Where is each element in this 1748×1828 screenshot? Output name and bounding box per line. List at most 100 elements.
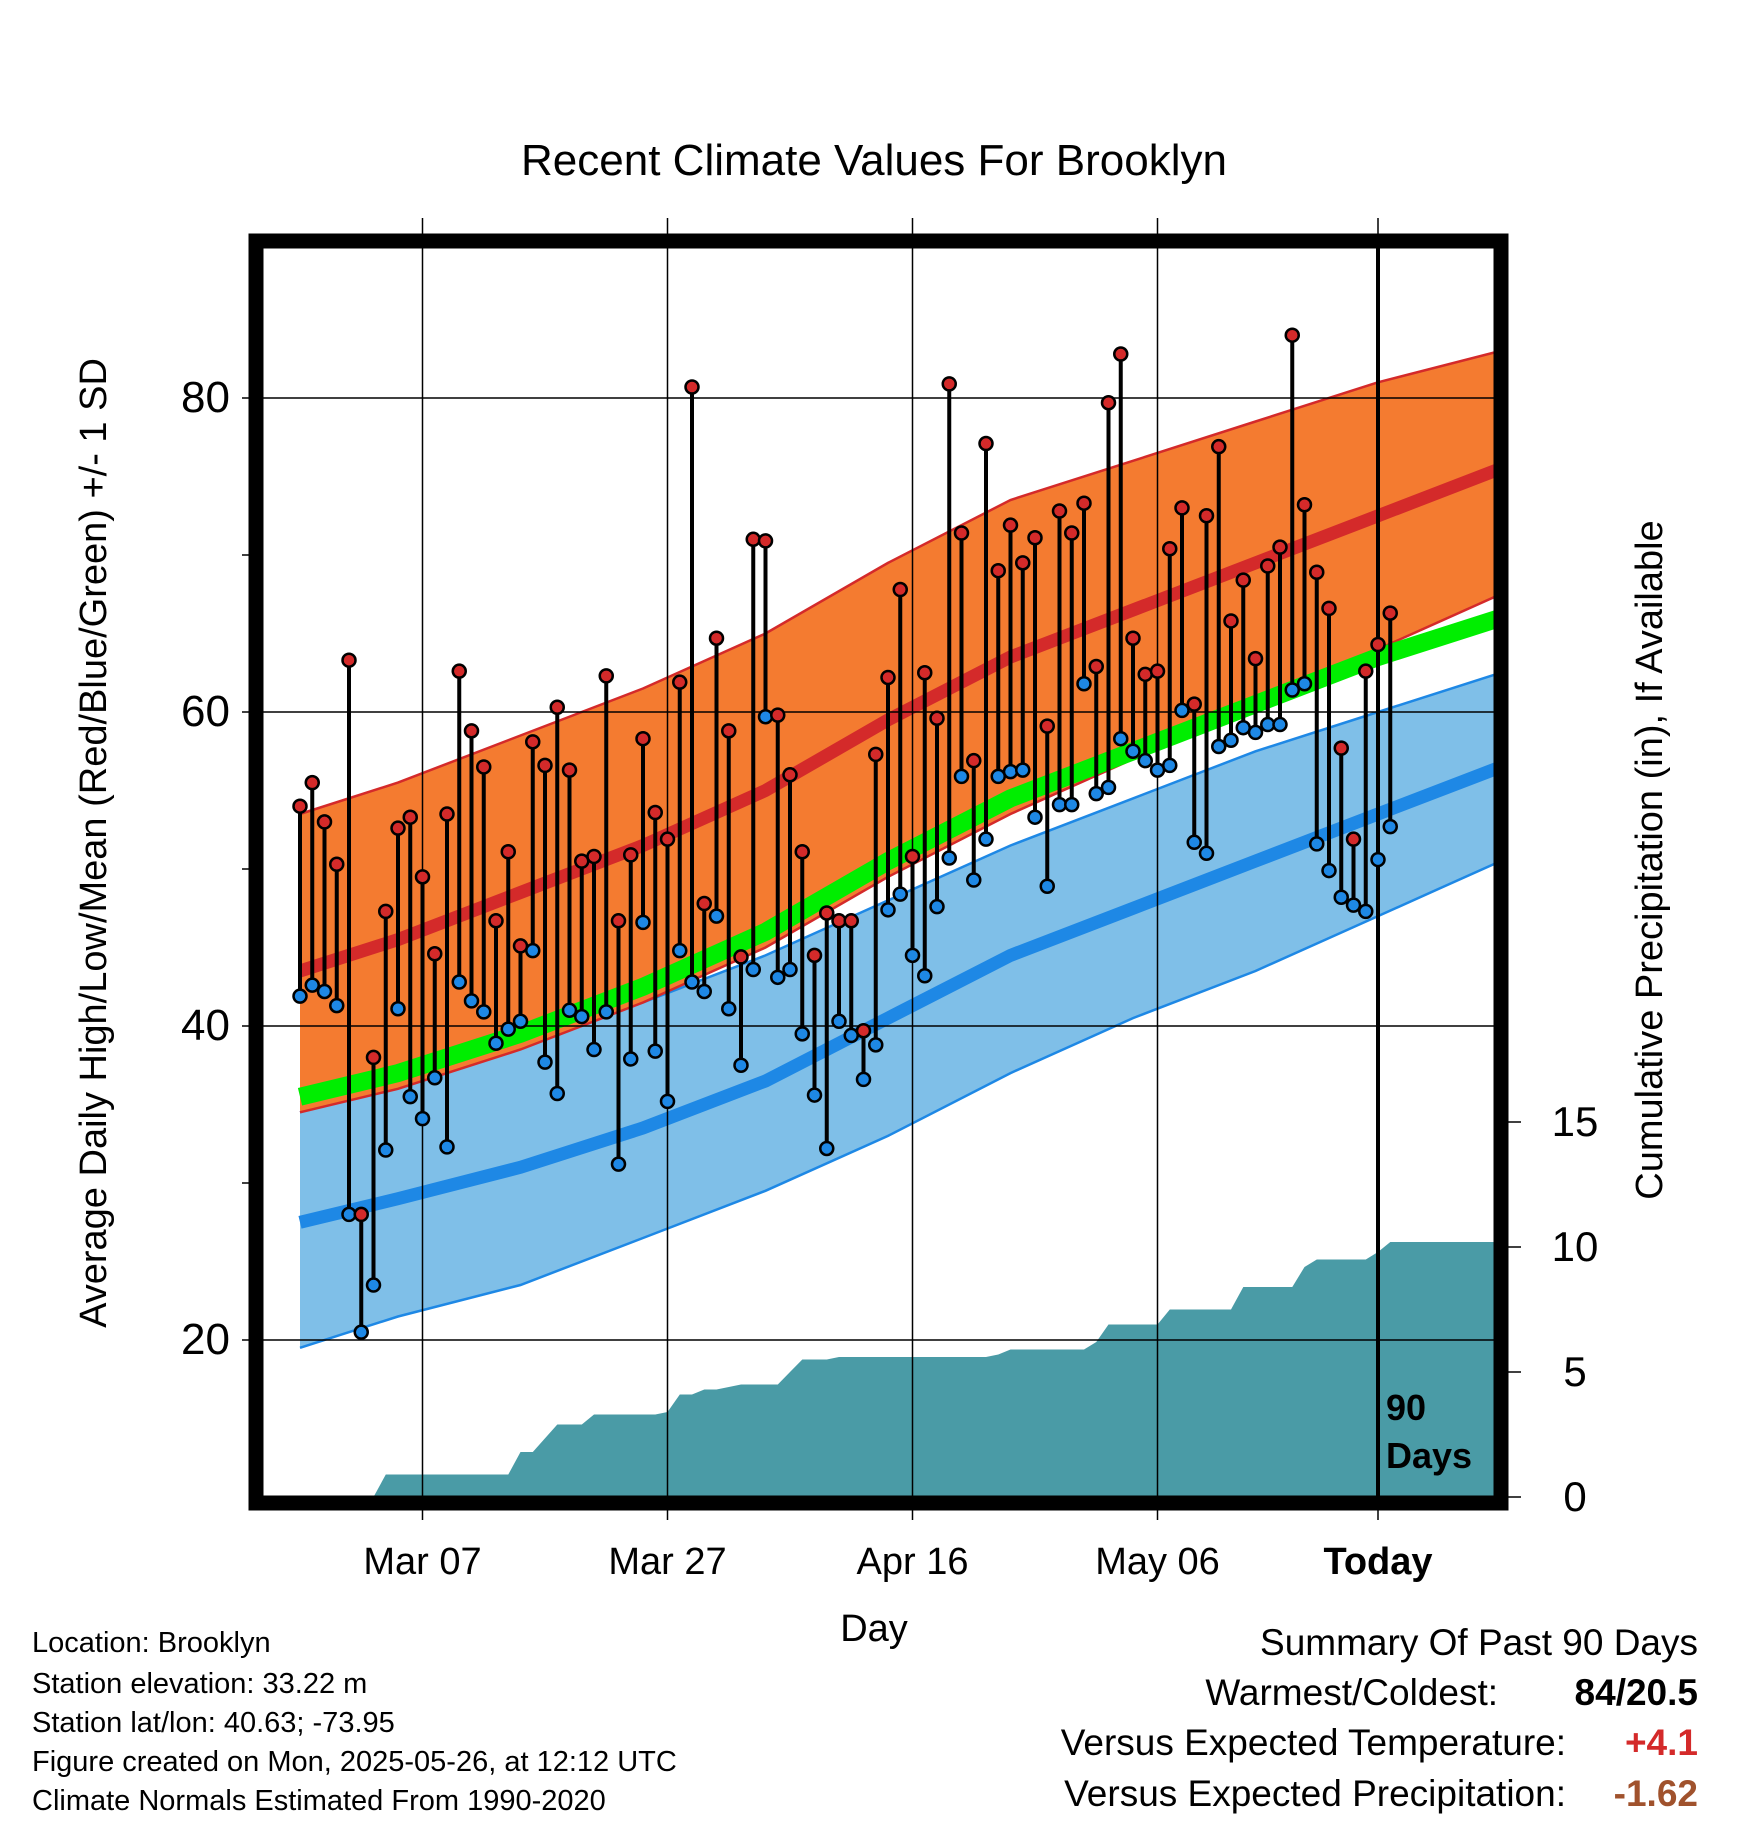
low-point (561, 1002, 578, 1019)
low-point (1100, 779, 1117, 796)
low-point (1174, 702, 1190, 719)
low-point (647, 1043, 663, 1059)
high-point (782, 767, 798, 783)
high-point (610, 913, 627, 929)
high-point (1076, 495, 1092, 511)
high-point (1345, 831, 1362, 847)
high-point (353, 1206, 369, 1223)
high-point (904, 848, 921, 865)
plot-frame (248, 233, 1509, 1511)
low-point (659, 1093, 676, 1110)
high-point (304, 774, 320, 791)
high-point (1174, 500, 1190, 516)
low-point (1345, 897, 1362, 913)
low-point (1211, 738, 1227, 755)
high-point (1235, 572, 1251, 588)
high-point (794, 843, 810, 860)
low-point (635, 914, 651, 931)
high-point (966, 752, 982, 769)
y2-tick-label: 5 (1563, 1348, 1586, 1395)
low-lower-line (299, 862, 1495, 1349)
summary-precip-value: -1.62 (1613, 1773, 1698, 1814)
low-point (855, 1071, 872, 1088)
y2-tick-label: 15 (1552, 1098, 1599, 1145)
precipitation-area (300, 1242, 1495, 1497)
y-axis-label: Average Daily High/Low/Mean (Red/Blue/Gr… (73, 358, 115, 1328)
high-point (329, 856, 345, 873)
low-point (427, 1070, 443, 1086)
summary-temp-label: Versus Expected Temperature: (1060, 1722, 1566, 1763)
low-point (500, 1021, 516, 1037)
high-point (549, 699, 565, 716)
low-point (1088, 785, 1104, 802)
high-point (978, 435, 994, 452)
summary-temp-value: +4.1 (1624, 1722, 1698, 1763)
high-point (635, 730, 651, 747)
high-point (941, 376, 957, 392)
low-point (549, 1085, 565, 1102)
high-point (843, 913, 859, 929)
low-point (794, 1026, 810, 1042)
high-point (390, 820, 406, 836)
high-point (1015, 555, 1031, 571)
low-point (1370, 851, 1386, 868)
high-point (1149, 663, 1166, 679)
x-tick-label: Today (1323, 1541, 1432, 1583)
high-point (880, 669, 896, 686)
info-elevation: Station elevation: 33.22 m (32, 1668, 368, 1700)
low-point (488, 1035, 504, 1052)
high-point (476, 759, 492, 775)
x-axis-label: Day (840, 1608, 908, 1650)
x-tick-label: May 06 (1095, 1541, 1220, 1583)
high-point (402, 809, 418, 825)
low-point (696, 983, 712, 1000)
low-point (868, 1037, 884, 1053)
low-point (451, 974, 467, 990)
high-point (525, 734, 541, 750)
low-point (1137, 752, 1153, 769)
low-point (1113, 730, 1129, 747)
low-point (439, 1139, 455, 1155)
high-point (1272, 539, 1288, 555)
high-point (1247, 650, 1264, 667)
low-point (733, 1057, 749, 1073)
chart-title: Recent Climate Values For Brooklyn (521, 136, 1227, 185)
low-point (1333, 889, 1349, 906)
low-point (1198, 845, 1215, 862)
low-point (904, 947, 921, 964)
low-point (353, 1324, 369, 1340)
low-point (757, 708, 774, 725)
high-point (990, 562, 1006, 579)
plot-border (248, 233, 1509, 1511)
high-point (721, 723, 737, 739)
low-point (1358, 903, 1374, 920)
low-point (329, 997, 345, 1014)
low-point (1002, 763, 1019, 780)
low-point (708, 908, 725, 924)
low-point (1272, 716, 1288, 733)
axes: Mar 07 Mar 27 Apr 16 May 06 Today 20 40 60 80 0 5 1… (181, 218, 1598, 1583)
summary-warmest-coldest-label: Warmest/Coldest: (1205, 1672, 1498, 1713)
low-point (610, 1156, 627, 1172)
high-point (1162, 540, 1178, 557)
low-point (292, 988, 308, 1004)
high-point (1321, 600, 1337, 617)
high-point (341, 652, 357, 668)
low-point (1064, 796, 1080, 813)
high-point (819, 905, 835, 921)
low-point (966, 872, 982, 888)
high-point (1309, 564, 1325, 581)
high-point (292, 798, 308, 814)
low-point (537, 1054, 553, 1070)
low-point (917, 968, 933, 984)
info-normals: Climate Normals Estimated From 1990-2020 (32, 1785, 606, 1817)
low-point (1076, 675, 1092, 692)
high-point (806, 947, 823, 964)
daily-range-bars (298, 335, 1393, 1333)
low-point (1309, 836, 1325, 852)
high-point (500, 843, 516, 860)
high-point (684, 379, 700, 395)
marker-label-line: Days (1386, 1435, 1472, 1476)
low-point (574, 1008, 590, 1025)
high-point (1113, 346, 1129, 362)
